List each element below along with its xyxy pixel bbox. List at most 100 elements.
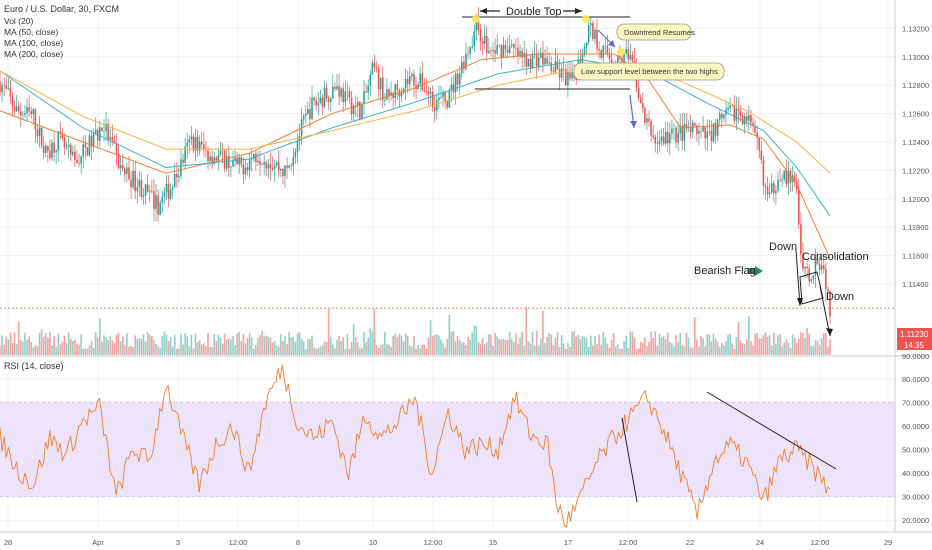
volume-bar <box>461 342 463 355</box>
candle-body <box>17 106 20 112</box>
candle-body <box>190 136 193 140</box>
candle-body <box>284 165 286 177</box>
candle-body <box>265 161 268 169</box>
candle-body <box>136 187 139 192</box>
volume-bar <box>124 344 126 355</box>
candle-body <box>569 72 571 79</box>
candle-body <box>706 131 709 139</box>
volume-bar <box>658 333 661 355</box>
candle-body <box>371 62 374 75</box>
candle-body <box>816 258 819 265</box>
volume-bar <box>506 340 509 355</box>
candle-body <box>317 102 320 106</box>
volume-bar <box>629 331 632 355</box>
candle-body <box>234 157 236 160</box>
indicator-legend: Vol (20)MA (50, close)MA (100, close)MA … <box>4 16 63 59</box>
volume-bar <box>691 347 694 355</box>
volume-bar <box>675 335 677 355</box>
candle-body <box>641 103 644 108</box>
volume-bar <box>406 335 409 355</box>
volume-bar <box>309 339 311 355</box>
volume-bar <box>61 341 64 355</box>
candle-body <box>764 185 767 187</box>
candle-body <box>800 224 802 255</box>
candle-body <box>419 73 422 85</box>
candle-body <box>423 90 426 92</box>
volume-bar <box>361 348 363 355</box>
candle-body <box>99 127 101 141</box>
candle-body <box>406 79 409 84</box>
candle-body <box>500 45 503 58</box>
volume-bar <box>317 348 320 355</box>
volume-bar <box>59 344 62 355</box>
candle-body <box>72 151 74 155</box>
candle-body <box>442 91 444 98</box>
candle-body <box>712 123 715 142</box>
volume-bar <box>113 342 116 355</box>
volume-bar <box>30 341 33 355</box>
volume-bar <box>708 334 711 355</box>
candle-body <box>332 86 334 99</box>
candle-body <box>194 136 197 151</box>
volume-bar <box>721 343 723 355</box>
candle-body <box>589 23 592 26</box>
candle-body <box>327 98 330 102</box>
candle-body <box>465 53 467 70</box>
candle-body <box>273 165 276 170</box>
candle-body <box>745 116 748 121</box>
volume-bar <box>808 333 810 355</box>
volume-bar <box>296 333 299 355</box>
down-label-2: Down <box>826 291 854 303</box>
volume-bar <box>433 335 436 355</box>
volume-bar <box>340 340 342 355</box>
candle-body <box>373 62 376 68</box>
volume-bar <box>822 333 825 355</box>
time-tick-label: 15 <box>489 538 497 547</box>
candle-body <box>502 45 505 58</box>
volume-bar <box>115 334 118 355</box>
candle-body <box>752 122 754 126</box>
volume-bar <box>585 338 588 355</box>
volume-bar <box>163 331 166 355</box>
rsi-path <box>0 364 831 528</box>
volume-bar <box>542 310 544 355</box>
volume-bar <box>363 331 365 355</box>
candle-body <box>452 84 455 93</box>
volume-bar <box>525 306 528 355</box>
volume-bar <box>248 332 251 355</box>
volume-bar <box>793 337 796 355</box>
volume-bar <box>540 338 542 355</box>
volume-bar <box>583 337 586 355</box>
candle-body <box>257 160 259 163</box>
candle-body <box>685 124 688 129</box>
down-label-1: Down <box>769 241 797 253</box>
candle-body <box>677 133 679 143</box>
candle-body <box>390 92 392 96</box>
volume-bar <box>169 337 172 355</box>
volume-bar <box>213 333 216 355</box>
candle-body <box>44 145 47 153</box>
candle-body <box>36 129 39 137</box>
candle-body <box>142 195 145 197</box>
volume-bar <box>498 338 501 355</box>
candle-body <box>492 50 494 52</box>
rsi-tick-label: 40.0000 <box>902 469 929 478</box>
candle-body <box>779 179 781 181</box>
volume-bar <box>502 338 505 355</box>
volume-bar <box>554 337 557 355</box>
volume-bar <box>275 345 278 355</box>
candle-body <box>448 89 451 108</box>
volume-bar <box>471 332 474 355</box>
candle-body <box>282 168 284 177</box>
volume-bar <box>240 340 243 355</box>
volume-bar <box>269 337 272 355</box>
volume-bar <box>750 341 752 355</box>
volume-bar <box>344 348 347 355</box>
candle-body <box>652 135 654 137</box>
candle-body <box>581 54 584 63</box>
volume-bar <box>57 333 60 355</box>
candle-body <box>571 72 573 79</box>
candle-body <box>290 165 293 166</box>
